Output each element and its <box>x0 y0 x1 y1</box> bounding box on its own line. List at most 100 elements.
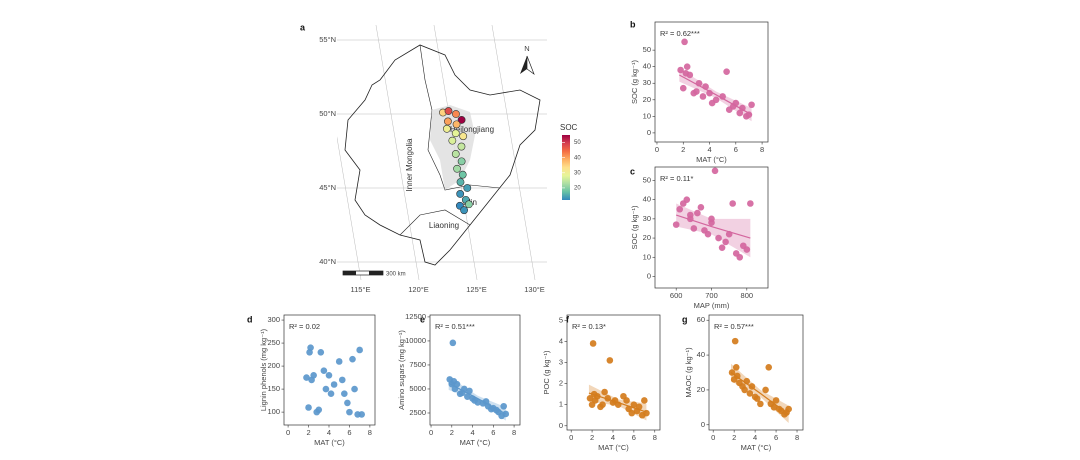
point <box>672 221 680 228</box>
y-axis-label: MAOC (g kg⁻¹) <box>684 347 693 398</box>
point <box>351 385 358 393</box>
x-tick-label: 600 <box>670 291 683 300</box>
x-tick-label: 6 <box>774 433 778 442</box>
y-tick-label: 12500 <box>405 312 426 321</box>
y-tick-label: 300 <box>267 315 280 324</box>
lon-tick-label: 130°E <box>524 285 545 294</box>
point <box>690 225 698 232</box>
point <box>358 411 366 418</box>
y-axis-label: POC (g kg⁻¹) <box>542 350 551 394</box>
y-tick-label: 50 <box>643 45 651 54</box>
point <box>772 397 780 404</box>
point <box>325 371 333 379</box>
site <box>444 117 452 126</box>
site <box>459 132 468 141</box>
x-tick-label: 2 <box>450 428 454 437</box>
lat-tick-label: 40°N <box>319 257 336 266</box>
point <box>729 200 736 207</box>
point <box>474 399 482 406</box>
y-tick-label: 60 <box>697 315 705 324</box>
site <box>442 124 451 133</box>
point <box>746 390 754 397</box>
colorbar-tick-label: 20 <box>574 185 581 191</box>
x-tick-label: 8 <box>795 433 799 442</box>
point <box>708 219 715 226</box>
grid-line <box>375 25 420 280</box>
point <box>702 83 709 90</box>
x-tick-label: 8 <box>368 428 372 437</box>
point <box>770 404 778 411</box>
x-tick-label: 6 <box>734 145 738 154</box>
north-arrow <box>520 55 535 75</box>
annotation: R² = 0.02 <box>289 322 320 331</box>
point <box>753 395 761 402</box>
annotation: R² = 0.51*** <box>435 322 475 331</box>
y-tick-label: 7500 <box>409 360 426 369</box>
colorbar-tick-label: 30 <box>574 170 581 176</box>
point <box>589 340 597 347</box>
point <box>338 376 346 384</box>
site <box>448 136 457 145</box>
x-axis-label: MAT (°C) <box>598 443 629 452</box>
point <box>341 390 348 398</box>
site <box>456 178 465 186</box>
x-axis-label: MAT (°C) <box>741 443 772 452</box>
annotation: R² = 0.11* <box>660 174 694 183</box>
point <box>711 167 719 175</box>
panel-label: a <box>300 22 306 32</box>
y-tick-label: 20 <box>643 233 651 242</box>
plot-frame <box>283 314 376 426</box>
region-outline <box>344 44 541 266</box>
region-label: Inner Mongolia <box>405 138 414 191</box>
panel-label: g <box>682 314 688 324</box>
x-tick-label: 4 <box>753 433 757 442</box>
point <box>630 401 638 408</box>
y-axis-label: SOC (g kg⁻¹) <box>630 60 639 104</box>
lat-tick-label: 55°N <box>319 35 336 44</box>
x-tick-label: 6 <box>491 428 495 437</box>
y-tick-label: 4 <box>559 336 563 345</box>
site <box>457 157 466 166</box>
point <box>683 63 691 70</box>
y-tick-label: 5000 <box>409 384 426 393</box>
point <box>599 401 606 408</box>
site <box>458 170 467 179</box>
point <box>635 403 643 411</box>
point <box>601 388 608 396</box>
point <box>745 111 753 118</box>
y-tick-label: 2 <box>559 379 563 388</box>
point <box>349 355 356 363</box>
panel-label: e <box>420 314 425 324</box>
point <box>683 196 691 203</box>
y-tick-label: 2500 <box>409 408 426 417</box>
colorbar-tick-label: 50 <box>574 140 581 146</box>
map-panel: 55°N 50°N 45°N 40°N 115°E 120°E 125°E 130°E Inne… <box>319 25 581 294</box>
lat-tick-label: 50°N <box>319 109 336 118</box>
panel-label: d <box>247 314 253 324</box>
scale-bar <box>343 271 356 275</box>
y-tick-label: 50 <box>643 175 651 184</box>
scale-bar <box>369 271 383 275</box>
y-tick-label: 20 <box>643 95 651 104</box>
panel-label: b <box>630 19 636 29</box>
site <box>457 142 466 151</box>
y-tick-label: 40 <box>643 195 651 204</box>
point <box>594 392 601 400</box>
point <box>310 371 317 379</box>
point <box>614 401 622 408</box>
point <box>718 244 726 251</box>
y-tick-label: 200 <box>267 361 280 370</box>
point <box>502 410 510 418</box>
site <box>464 200 473 209</box>
point <box>322 385 330 393</box>
y-tick-label: 40 <box>697 350 705 359</box>
point <box>586 395 594 402</box>
point <box>305 404 312 411</box>
point <box>643 409 650 417</box>
legend-title: SOC <box>560 123 578 132</box>
y-tick-label: 100 <box>267 407 280 416</box>
point <box>330 381 338 388</box>
point <box>706 89 713 97</box>
point <box>687 211 694 219</box>
